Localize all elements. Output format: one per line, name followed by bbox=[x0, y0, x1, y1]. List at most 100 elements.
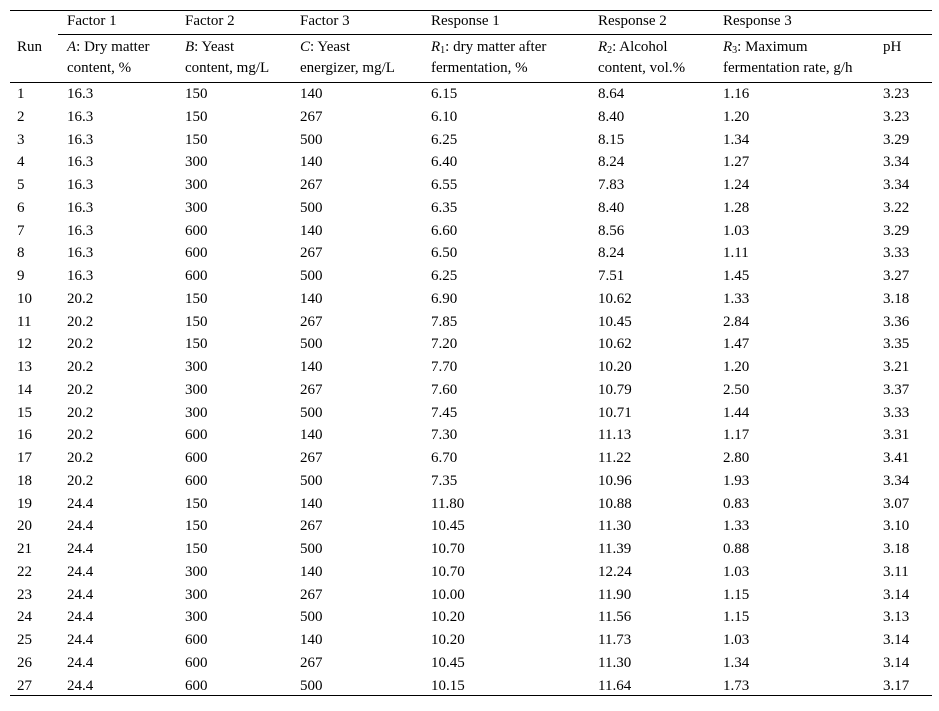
table-cell: 1.44 bbox=[723, 404, 750, 421]
table-row: 10 20.2 150 140 6.90 10.62 1.33 3.18 bbox=[10, 288, 932, 311]
table-cell: 10.20 bbox=[431, 609, 465, 626]
column-header-r2: R2: Alcohol content, vol.% bbox=[598, 39, 686, 76]
table-cell: 3.37 bbox=[883, 381, 910, 398]
table-cell: 600 bbox=[185, 472, 208, 489]
table-cell: 3.23 bbox=[883, 86, 910, 102]
table-cell: 24.4 bbox=[67, 518, 94, 535]
table-cell: 140 bbox=[300, 495, 323, 512]
table-cell: 20 bbox=[17, 518, 32, 535]
table-row: 11 20.2 150 267 7.85 10.45 2.84 3.36 bbox=[10, 311, 932, 334]
table-cell: 10.00 bbox=[431, 586, 465, 603]
table-cell: 1.28 bbox=[723, 199, 750, 216]
table-cell: 3.29 bbox=[883, 222, 910, 239]
table-cell: 8.24 bbox=[598, 245, 625, 262]
table-cell: 150 bbox=[185, 86, 208, 102]
table-row: 26 24.4 600 267 10.45 11.30 1.34 3.14 bbox=[10, 652, 932, 675]
table-cell: 300 bbox=[185, 586, 208, 603]
table-cell: 3.35 bbox=[883, 336, 910, 353]
table-cell: 20.2 bbox=[67, 336, 94, 353]
table-cell: 11.73 bbox=[598, 632, 632, 648]
table-cell: 1.33 bbox=[723, 518, 750, 535]
table-cell: 0.88 bbox=[723, 541, 750, 557]
table-cell: 10.45 bbox=[598, 313, 632, 330]
table-row: 24 24.4 300 500 10.20 11.56 1.15 3.13 bbox=[10, 606, 932, 629]
table-cell: 3.33 bbox=[883, 245, 910, 262]
table-cell: 140 bbox=[300, 86, 323, 102]
table-cell: 3.14 bbox=[883, 586, 910, 603]
table-cell: 6.70 bbox=[431, 450, 458, 466]
table-cell: 140 bbox=[300, 359, 323, 375]
table-cell: 27 bbox=[17, 677, 32, 694]
table-row: 3 16.3 150 500 6.25 8.15 1.34 3.29 bbox=[10, 129, 932, 152]
table-cell: 10.45 bbox=[431, 654, 465, 671]
table-cell: 1 bbox=[17, 86, 25, 102]
table-cell: 10.71 bbox=[598, 404, 632, 421]
table-cell: 6.90 bbox=[431, 290, 458, 307]
table-cell: 24 bbox=[17, 609, 32, 626]
table-cell: 10.20 bbox=[598, 359, 632, 375]
table-cell: 1.93 bbox=[723, 472, 750, 489]
table-cell: 24.4 bbox=[67, 677, 94, 694]
table-row: 18 20.2 600 500 7.35 10.96 1.93 3.34 bbox=[10, 470, 932, 493]
table-cell: 10.62 bbox=[598, 290, 632, 307]
table-cell: 267 bbox=[300, 586, 323, 603]
table-cell: 6.10 bbox=[431, 108, 458, 125]
table-row: 4 16.3 300 140 6.40 8.24 1.27 3.34 bbox=[10, 151, 932, 174]
table-cell: 150 bbox=[185, 108, 208, 125]
table-cell: 267 bbox=[300, 450, 323, 466]
table-cell: 1.45 bbox=[723, 268, 750, 284]
table-cell: 3.22 bbox=[883, 199, 910, 216]
table-cell: 24.4 bbox=[67, 541, 94, 557]
table-cell: 7.60 bbox=[431, 381, 458, 398]
table-cell: 11.30 bbox=[598, 518, 632, 535]
top-rule bbox=[10, 10, 932, 11]
table-cell: 7.85 bbox=[431, 313, 458, 330]
table-cell: 12 bbox=[17, 336, 32, 353]
table-cell: 1.47 bbox=[723, 336, 750, 353]
table-row: 6 16.3 300 500 6.35 8.40 1.28 3.22 bbox=[10, 197, 932, 220]
table-cell: 11.22 bbox=[598, 450, 632, 466]
table-cell: 140 bbox=[300, 290, 323, 307]
table-cell: 10.45 bbox=[431, 518, 465, 535]
table-cell: 3.41 bbox=[883, 450, 910, 466]
table-row: 23 24.4 300 267 10.00 11.90 1.15 3.14 bbox=[10, 584, 932, 607]
table-cell: 16.3 bbox=[67, 108, 94, 125]
table-cell: 1.20 bbox=[723, 359, 750, 375]
table-cell: 3.33 bbox=[883, 404, 910, 421]
table-cell: 300 bbox=[185, 404, 208, 421]
table-cell: 3.31 bbox=[883, 427, 910, 444]
table-cell: 300 bbox=[185, 563, 208, 580]
table-cell: 20.2 bbox=[67, 381, 94, 398]
table-cell: 140 bbox=[300, 222, 323, 239]
table-cell: 11.39 bbox=[598, 541, 632, 557]
table-row: 20 24.4 150 267 10.45 11.30 1.33 3.10 bbox=[10, 515, 932, 538]
table-cell: 600 bbox=[185, 245, 208, 262]
table-cell: 10.20 bbox=[431, 632, 465, 648]
table-cell: 600 bbox=[185, 427, 208, 444]
table-cell: 8.56 bbox=[598, 222, 625, 239]
table-cell: 2.84 bbox=[723, 313, 750, 330]
column-header-r1: R1: dry matter after fermentation, % bbox=[431, 39, 547, 76]
table-cell: 267 bbox=[300, 177, 323, 193]
table-cell: 20.2 bbox=[67, 290, 94, 307]
table-cell: 150 bbox=[185, 518, 208, 535]
table-cell: 11 bbox=[17, 313, 32, 330]
table-cell: 3.17 bbox=[883, 677, 910, 694]
table-cell: 7.45 bbox=[431, 404, 458, 421]
table-cell: 300 bbox=[185, 609, 208, 626]
table-cell: 20.2 bbox=[67, 313, 94, 330]
table-cell: 20.2 bbox=[67, 472, 94, 489]
table-cell: 140 bbox=[300, 563, 323, 580]
column-header-ph: pH bbox=[883, 39, 902, 55]
table-row: 17 20.2 600 267 6.70 11.22 2.80 3.41 bbox=[10, 447, 932, 470]
table-cell: 300 bbox=[185, 154, 208, 171]
table-cell: 26 bbox=[17, 654, 32, 671]
table-cell: 7.51 bbox=[598, 268, 625, 284]
table-cell: 300 bbox=[185, 359, 208, 375]
table-cell: 11.30 bbox=[598, 654, 632, 671]
table-row: 1 16.3 150 140 6.15 8.64 1.16 3.23 bbox=[10, 83, 932, 106]
table-cell: 7.83 bbox=[598, 177, 625, 193]
table-cell: 24.4 bbox=[67, 563, 94, 580]
table-row: 15 20.2 300 500 7.45 10.71 1.44 3.33 bbox=[10, 402, 932, 425]
table-row: 25 24.4 600 140 10.20 11.73 1.03 3.14 bbox=[10, 629, 932, 652]
